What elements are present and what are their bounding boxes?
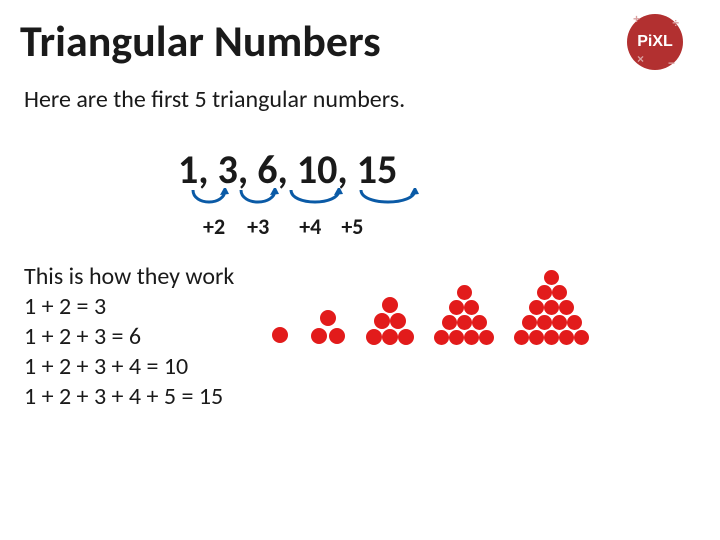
increment-labels: +2 +3 +4 +5: [203, 213, 363, 240]
dot-icon: [329, 328, 345, 344]
dot-icon: [320, 310, 336, 326]
triangle-figure: [514, 270, 589, 345]
dot-icon: [374, 313, 390, 329]
dot-icon: [434, 330, 449, 345]
dot-icon: [382, 329, 398, 345]
dot-icon: [457, 285, 472, 300]
times-icon: ×: [637, 52, 644, 66]
dot-icon: [537, 285, 552, 300]
triangle-figure: [366, 297, 414, 345]
subtitle: Here are the first 5 triangular numbers.: [24, 85, 405, 114]
dot-icon: [537, 315, 552, 330]
dot-icon: [449, 330, 464, 345]
triangle-diagrams: [270, 270, 589, 345]
triangle-figure: [270, 325, 290, 345]
dot-icon: [552, 315, 567, 330]
dot-icon: [457, 315, 472, 330]
explanation-heading: This is how they work: [24, 262, 234, 292]
dot-icon: [552, 285, 567, 300]
plus-icon: +: [633, 12, 640, 26]
increment-label: +2: [203, 213, 225, 240]
equation-line: 1 + 2 + 3 + 4 + 5 = 15: [24, 382, 234, 412]
dot-icon: [449, 300, 464, 315]
logo-circle: PiXL + ÷ × −: [627, 14, 683, 70]
equation-line: 1 + 2 + 3 = 6: [24, 322, 234, 352]
dot-icon: [559, 300, 574, 315]
explanation-block: This is how they work 1 + 2 = 3 1 + 2 + …: [24, 262, 234, 412]
dot-icon: [514, 330, 529, 345]
dot-icon: [544, 330, 559, 345]
pixl-logo: PiXL + ÷ × −: [627, 14, 702, 74]
increment-label: +4: [299, 213, 321, 240]
triangle-figure: [434, 285, 494, 345]
number-sequence: 1, 3, 6, 10, 15: [178, 145, 397, 194]
increment-label: +5: [341, 213, 363, 240]
dot-icon: [464, 330, 479, 345]
dot-icon: [464, 300, 479, 315]
dot-icon: [442, 315, 457, 330]
dot-icon: [272, 327, 288, 343]
divide-icon: ÷: [672, 16, 679, 30]
dot-icon: [311, 328, 327, 344]
dot-icon: [382, 297, 398, 313]
increment-label: +3: [247, 213, 269, 240]
dot-icon: [574, 330, 589, 345]
dot-icon: [366, 329, 382, 345]
dot-icon: [472, 315, 487, 330]
dot-icon: [390, 313, 406, 329]
equation-line: 1 + 2 = 3: [24, 292, 234, 322]
logo-text: PiXL: [637, 33, 673, 51]
dot-icon: [529, 300, 544, 315]
equation-line: 1 + 2 + 3 + 4 = 10: [24, 352, 234, 382]
minus-icon: −: [668, 56, 675, 70]
dot-icon: [479, 330, 494, 345]
dot-icon: [567, 315, 582, 330]
dot-icon: [544, 270, 559, 285]
triangle-figure: [310, 309, 346, 345]
dot-icon: [398, 329, 414, 345]
dot-icon: [529, 330, 544, 345]
dot-icon: [544, 300, 559, 315]
dot-icon: [559, 330, 574, 345]
dot-icon: [522, 315, 537, 330]
page-title: Triangular Numbers: [20, 14, 381, 68]
